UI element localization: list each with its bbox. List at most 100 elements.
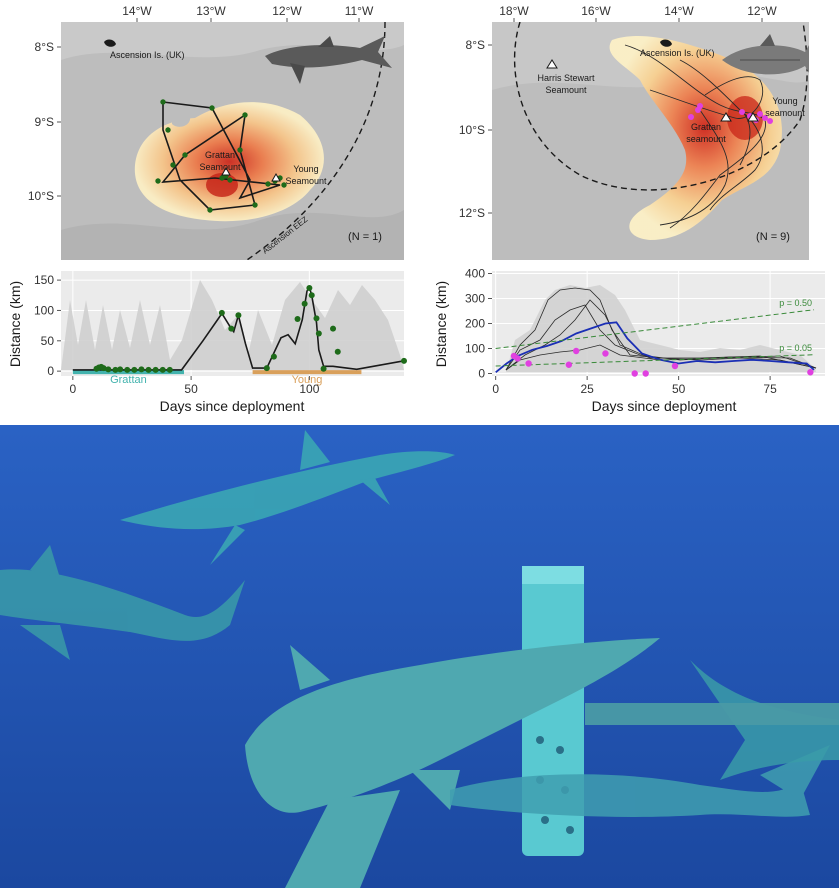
data-point [145,366,152,373]
shark-map-lon-ticks: 14°W 13°W 12°W 11°W [122,4,374,22]
data-point [228,325,235,332]
data-point [525,360,532,367]
tuna-young-label-2: seamount [765,108,805,118]
tuna-island-label: Ascension Is. (UK) [640,48,715,58]
shark-lon-tick-label: 12°W [272,4,302,18]
shark-young-label-2: Seamount [285,176,327,186]
tuna-chart-mean-line [495,321,815,374]
shark-left [0,545,245,660]
data-point [320,365,327,372]
tuna-grattan-label-2: seamount [686,134,726,144]
y-tick-label: 100 [465,342,485,356]
track-line [72,285,405,371]
tuna-silhouette [722,34,809,75]
data-point [131,366,138,373]
tuna-young-marker [747,112,759,122]
data-point [631,370,638,377]
ocean-background [0,425,839,888]
x-tick-label: 75 [763,382,777,396]
seamount-bar-label: Young [292,374,323,386]
shark-density-hole [172,110,191,127]
data-point [565,361,573,368]
shark-top [120,430,455,565]
tuna-lat-tick-label: 8°S [466,38,485,52]
data-point [100,365,107,372]
tuna-lon-tick-label: 16°W [581,4,611,18]
x-tick-label: 0 [69,382,76,396]
shark-lon-tick-label: 14°W [122,4,152,18]
shark-island-label: Ascension Is. (UK) [110,50,185,60]
tuna-lat-tick-label: 10°S [459,123,485,137]
tuna-map-lon-ticks: 18°W 16°W 14°W 12°W [499,4,777,22]
data-point [401,357,407,364]
tuna-chart-axes: 0 25 50 75 0 100 200 300 400 [465,267,777,397]
y-tick-label: 100 [34,303,54,317]
shark-chart-track-line [72,285,405,371]
shark-island-shape [104,39,116,47]
shark-lon-tick-label: 13°W [196,4,226,18]
seamount-bar-label: Grattan [110,374,147,386]
tuna-lon-tick-label: 18°W [499,4,529,18]
camera-pole [585,703,839,725]
x-tick-label: 0 [492,382,499,396]
shark-grattan-label-2: Seamount [199,162,241,172]
reference-line-label: p = 0.50 [779,298,812,308]
data-point [514,355,521,362]
y-tick-label: 400 [465,267,485,281]
data-point [602,350,609,357]
y-tick-label: 0 [47,364,54,378]
x-tick-label: 100 [299,382,319,396]
y-tick-label: 0 [478,367,485,381]
data-point [306,284,313,291]
shark-n-label: (N = 1) [348,231,382,243]
shark-distance-chart: Grattan Young 0 50 100 0 50 100 150 Days since … [7,271,407,414]
shark-young-label-1: Young [293,164,318,174]
shark-eez-boundary [245,22,386,260]
tuna-lon-tick-label: 14°W [664,4,694,18]
shark-silhouette [265,36,392,84]
x-tick-label: 25 [580,382,594,396]
shark-lon-tick-label: 11°W [345,4,374,18]
seamount-bar [252,370,362,375]
data-point [166,366,173,373]
data-point [313,315,320,322]
y-tick-label: 200 [465,317,485,331]
tuna-eez-boundary [513,22,808,191]
y-tick-label: 300 [465,292,485,306]
tuna-chart-reference-lines: p = 0.50 p = 0.05 [495,298,815,367]
tuna-grattan-label-1: Grattan [691,122,721,132]
shark-young-marker [271,172,281,182]
tuna-young-label-1: Young [772,96,797,106]
shark-map-bathymetry-2 [61,210,404,260]
tuna-map-panel: Ascension Is. (UK) Harris Stewart Seamou… [459,4,809,260]
shark-map-lat-ticks: 8°S 9°S 10°S [28,40,61,203]
data-point [159,366,166,373]
data-point [270,353,277,360]
data-point [807,369,814,376]
data-point [572,347,580,355]
tuna-distance-chart: p = 0.50 p = 0.05 0 25 50 75 0 100 200 300 400 Da… [433,267,825,414]
data-point [315,330,322,337]
shark-center [245,638,660,888]
reference-line-label: p = 0.05 [779,343,812,353]
tuna-harris-label-1: Harris Stewart [537,73,595,83]
tuna-chart-points [510,347,814,377]
tuna-chart-ylabel: Distance (km) [433,281,449,367]
data-point [124,366,131,373]
data-point [294,315,301,322]
data-point [263,365,270,372]
data-point [138,366,145,373]
shark-lat-tick-label: 9°S [35,115,54,129]
shark-grattan-label-1: Grattan [205,150,235,160]
tuna-n-label: (N = 9) [756,231,790,243]
shark-chart-axes: 0 50 100 0 50 100 150 [34,273,320,396]
shark-map-bathymetry [61,22,404,60]
x-tick-label: 50 [672,382,686,396]
underwater-photo [0,425,839,888]
reference-line [495,309,815,349]
shark-chart-points [93,284,407,373]
data-point [301,300,308,307]
data-point [112,366,119,373]
data-point [334,348,341,355]
